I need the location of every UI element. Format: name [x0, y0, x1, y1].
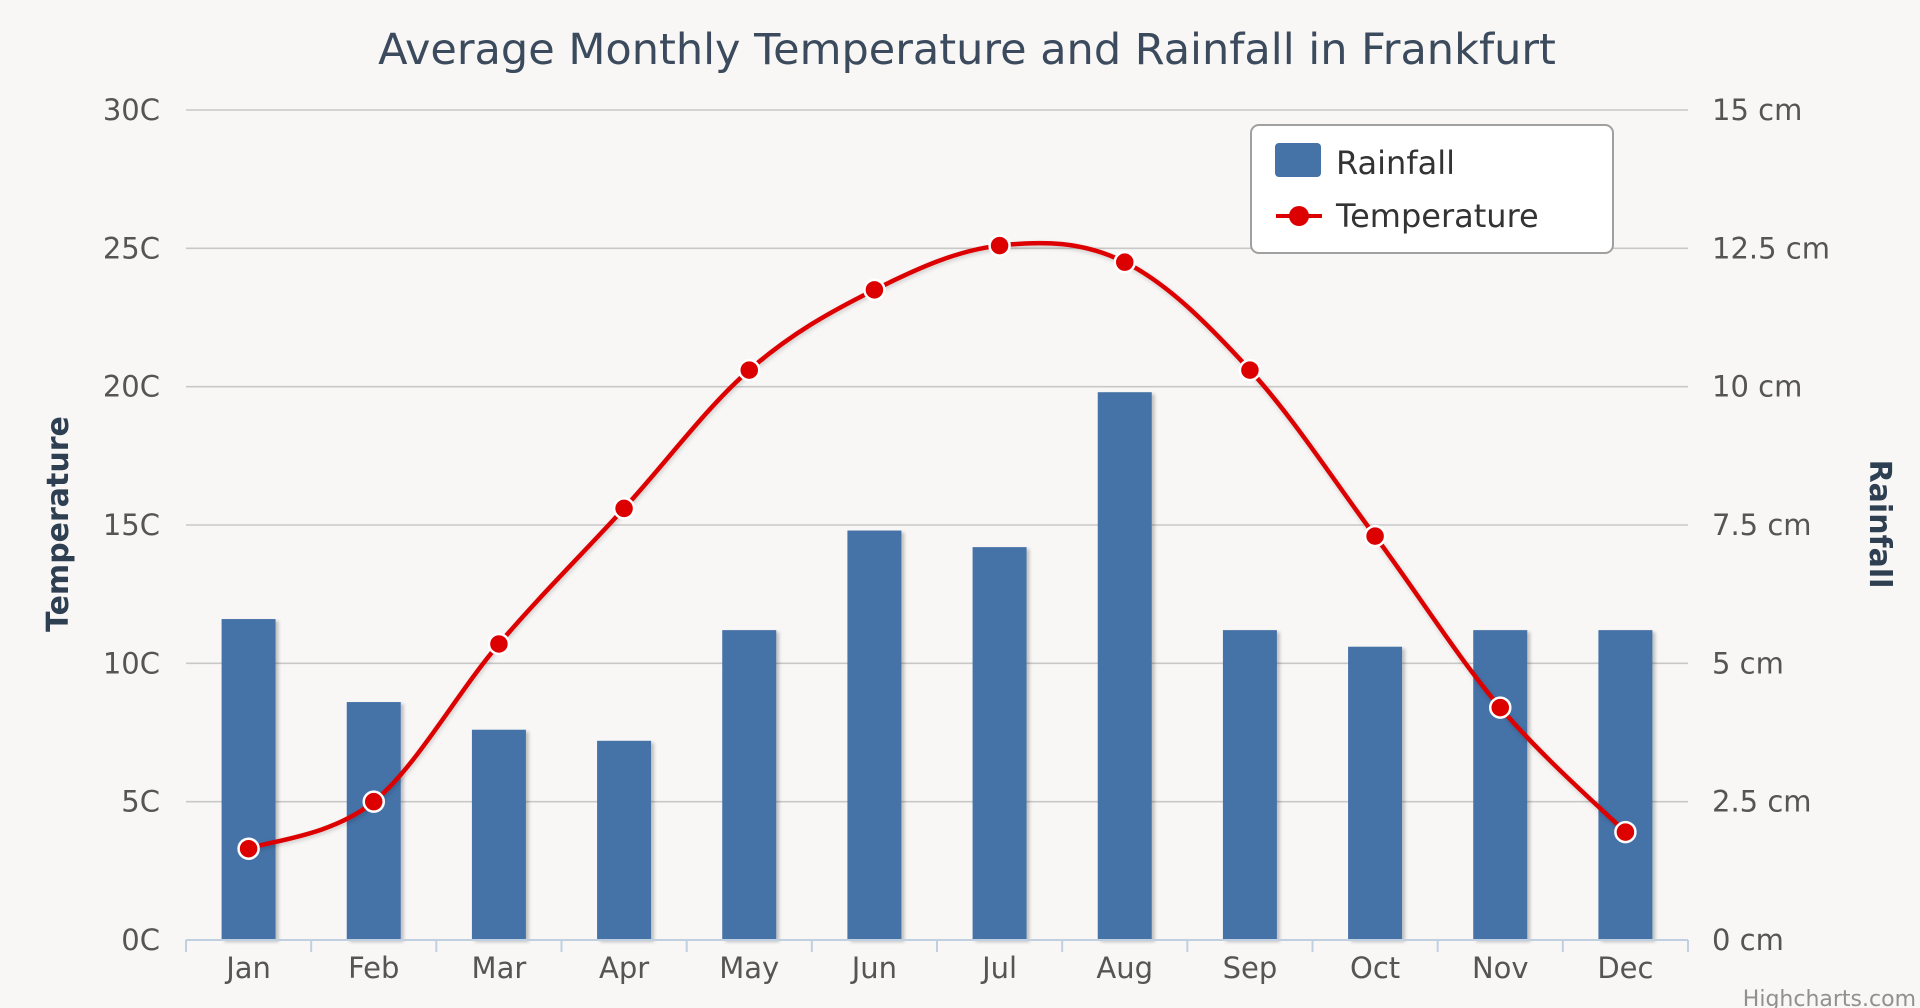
left-tick-label: 25C [103, 231, 160, 265]
legend: Rainfall Temperature [1250, 124, 1614, 254]
temperature-line [247, 240, 1628, 851]
right-tick-label: 5 cm [1712, 646, 1784, 680]
temperature-point [237, 837, 260, 860]
x-tick-label: Sep [1223, 951, 1278, 985]
x-tick-label: Feb [348, 951, 399, 985]
temperature-point [362, 790, 385, 813]
x-tick-label: Jul [980, 951, 1017, 985]
x-tick-label: Dec [1597, 951, 1653, 985]
legend-temperature-marker [1289, 206, 1309, 226]
left-tick-label: 5C [121, 785, 160, 819]
rainfall-bar [972, 547, 1027, 940]
rainfall-bar [221, 619, 276, 940]
temperature-series [237, 234, 1637, 860]
right-tick-label: 15 cm [1712, 93, 1802, 127]
temperature-point [863, 278, 886, 302]
legend-box [1250, 124, 1614, 254]
rainfall-bar [722, 630, 777, 940]
right-tick-label: 0 cm [1712, 923, 1784, 957]
right-tick-label: 12.5 cm [1712, 231, 1830, 265]
credit-link[interactable]: Highcharts.com [1743, 987, 1916, 1008]
legend-temperature-label: Temperature [1335, 197, 1539, 235]
left-tick-label: 20C [103, 370, 160, 404]
temperature-point [1113, 250, 1136, 274]
right-tick-label: 10 cm [1712, 370, 1802, 404]
left-axis-ticks: 0C 5C 10C 15C 20C 25C 30C [103, 93, 160, 957]
chart-title: Average Monthly Temperature and Rainfall… [378, 25, 1556, 75]
x-tick-label: Oct [1350, 951, 1400, 985]
legend-rainfall-swatch [1275, 143, 1321, 177]
x-tick-label: Aug [1096, 951, 1153, 985]
left-tick-label: 10C [103, 646, 160, 680]
legend-item-rainfall[interactable]: Rainfall [1275, 143, 1455, 182]
temperature-point [738, 358, 761, 382]
left-tick-label: 0C [121, 923, 160, 957]
x-tick-label: Apr [599, 951, 649, 985]
right-tick-label: 7.5 cm [1712, 508, 1812, 542]
rainfall-bar [597, 740, 652, 940]
legend-item-temperature[interactable]: Temperature [1276, 197, 1539, 235]
x-tick-label: May [719, 951, 779, 985]
x-axis-ticks: Jan Feb Mar Apr May Jun Jul Aug Sep Oct Nov Dec [185, 940, 1689, 985]
temperature-point [487, 632, 511, 656]
left-tick-label: 15C [103, 508, 160, 542]
left-axis-title: Temperature [41, 416, 76, 632]
x-tick-label: Jan [224, 951, 271, 985]
rainfall-bars [221, 392, 1653, 940]
temperature-point [988, 234, 1011, 257]
rainfall-bar [1473, 630, 1528, 940]
rainfall-bar [346, 702, 401, 940]
temperature-point [1238, 358, 1262, 382]
temperature-point [1363, 524, 1387, 548]
temperature-point [612, 497, 636, 520]
right-tick-label: 2.5 cm [1712, 785, 1812, 819]
temperature-point [1614, 820, 1637, 844]
rainfall-bar [1097, 392, 1152, 940]
rainfall-bar [1598, 630, 1653, 940]
right-axis-title: Rainfall [1862, 460, 1897, 589]
temperature-point [1489, 696, 1512, 719]
legend-rainfall-label: Rainfall [1336, 144, 1455, 182]
x-tick-label: Mar [472, 951, 527, 985]
x-tick-label: Jun [850, 951, 897, 985]
rainfall-bar [1348, 646, 1403, 940]
grid-lines [186, 109, 1688, 803]
right-axis-ticks: 0 cm 2.5 cm 5 cm 7.5 cm 10 cm 12.5 cm 15 cm [1712, 93, 1830, 957]
rainfall-bar [471, 729, 526, 940]
x-tick-label: Nov [1472, 951, 1529, 985]
rainfall-bar [1222, 630, 1277, 940]
left-tick-label: 30C [103, 93, 160, 127]
rainfall-bar [847, 530, 902, 940]
